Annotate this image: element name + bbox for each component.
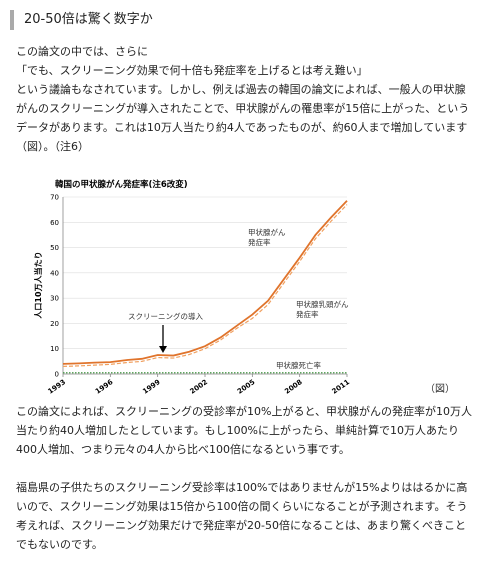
paragraph: 福島県の子供たちのスクリーニング受診率は100%ではありませんが15%よりははる… [16,478,474,554]
y-tick-label: 0 [55,371,59,379]
series-line [62,204,348,368]
paragraph: この論文によれば、スクリーニングの受診率が10%上がると、甲状腺がんの発症率が1… [16,402,474,459]
y-axis-label: 人口10万人当たり [33,251,43,318]
y-tick-label: 10 [50,345,59,353]
y-tick-label: 60 [50,219,59,227]
series-label: 甲状腺死亡率 [276,361,321,370]
y-tick-label: 20 [50,320,59,328]
series-line [62,200,348,365]
y-tick-label: 70 [50,194,59,202]
chart: 韓国の甲状腺がん発症率(注6改変) 人口10万人当たり 0 10 20 30 40 50 6… [33,179,352,396]
x-tick-label: 1993 [47,378,68,396]
text-line: 「でも、スクリーニング効果で何十倍も発症率を上げるとは考え難い」 [16,64,368,77]
heading: 20-50倍は驚く数字か [10,10,153,30]
x-tick-label: 2005 [236,378,257,396]
series-label: 甲状腺がん発症率 [248,228,286,247]
y-tick-label: 30 [50,295,59,303]
x-tick-label: 2008 [283,378,304,396]
chart-title: 韓国の甲状腺がん発症率(注6改変) [55,179,188,190]
text-line: 福島県の子供たちのスクリーニング受診率は100%ではありませんが15%よりははる… [16,481,468,551]
text-line: この論文の中では、さらに [16,45,148,58]
caption: （図） [425,384,455,395]
text-line: という議論もなされています。しかし、例えば過去の韓国の論文によれば、一般人の甲状… [16,83,470,153]
paragraph: この論文の中では、さらに 「でも、スクリーニング効果で何十倍も発症率を上げるとは… [16,42,474,156]
x-tick-label: 1996 [94,378,115,396]
annotation: スクリーニングの導入 [128,312,203,321]
arrow-head [159,346,167,353]
x-tick-label: 2002 [189,378,210,396]
text-line: この論文によれば、スクリーニングの受診率が10%上がると、甲状腺がんの発症率が1… [16,405,473,456]
y-tick-label: 40 [50,269,59,277]
x-tick-label: 1999 [141,378,162,396]
y-tick-label: 50 [50,244,59,252]
series-label: 甲状腺乳頭がん発症率 [296,300,349,319]
x-tick-label: 2011 [331,378,352,396]
